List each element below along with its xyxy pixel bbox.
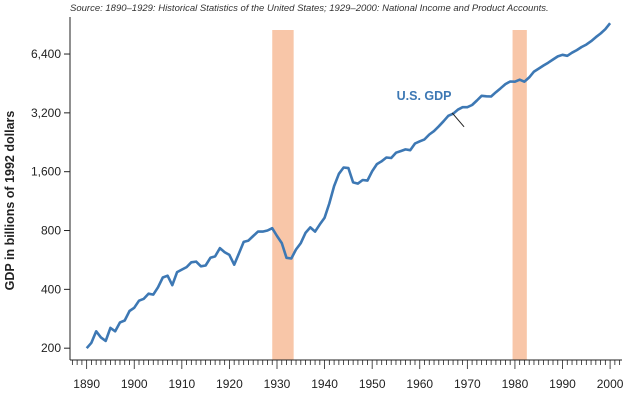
x-tick-label: 2000 xyxy=(597,377,624,391)
x-tick-label: 1980 xyxy=(502,377,529,391)
y-tick-label: 400 xyxy=(41,282,61,296)
x-tick-label: 1970 xyxy=(454,377,481,391)
x-tick-label: 1890 xyxy=(73,377,100,391)
recession-band-1 xyxy=(272,30,294,360)
x-tick-label: 1990 xyxy=(549,377,576,391)
y-tick-label: 200 xyxy=(41,341,61,355)
x-tick-label: 1930 xyxy=(264,377,291,391)
y-axis-label: GDP in billions of 1992 dollars xyxy=(3,111,17,291)
x-tick-label: 1950 xyxy=(359,377,386,391)
annotation-leader xyxy=(451,112,465,128)
y-tick-label: 3,200 xyxy=(31,106,61,120)
x-tick-label: 1940 xyxy=(311,377,338,391)
recession-band-2 xyxy=(512,30,527,360)
source-note: Source: 1890–1929: Historical Statistics… xyxy=(70,3,549,14)
series-line-us-gdp xyxy=(85,22,612,350)
x-tick-label: 1910 xyxy=(168,377,195,391)
y-tick-label: 800 xyxy=(41,224,61,238)
x-tick-label: 1960 xyxy=(406,377,433,391)
x-tick-label: 1900 xyxy=(121,377,148,391)
y-tick-label: 1,600 xyxy=(31,165,61,179)
y-tick-label: 6,400 xyxy=(31,47,61,61)
annotation-label: U.S. GDP xyxy=(397,89,452,103)
x-tick-label: 1920 xyxy=(216,377,243,391)
